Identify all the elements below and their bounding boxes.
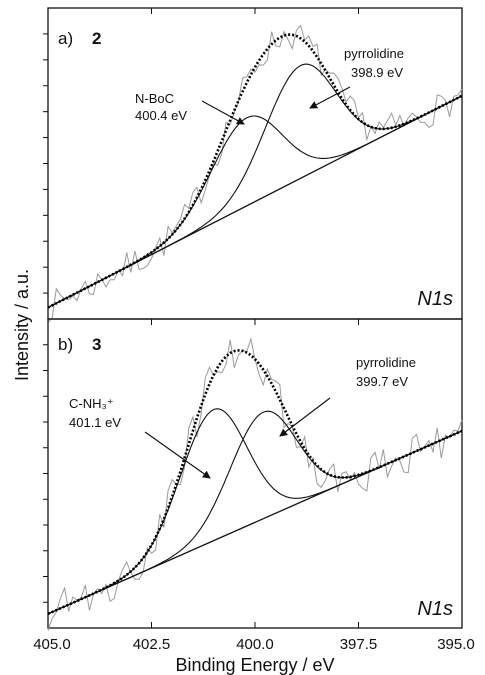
panel-b-number: 3 <box>92 335 101 354</box>
x-tick-label: 402.5 <box>133 636 171 653</box>
panel-b: b) 3 N1s C-NH₃⁺ 401.1 eV pyrrolidine 399… <box>43 318 463 631</box>
component-peak-1 <box>47 408 463 615</box>
panel-a-ann2-value: 398.9 eV <box>351 65 403 80</box>
panel-b-ann1-value: 401.1 eV <box>69 415 121 430</box>
x-tick-label: 405.0 <box>33 636 71 653</box>
component-peak-2 <box>47 410 463 615</box>
fit-envelope <box>47 33 463 309</box>
panel-a: a) 2 N1s N-BoC 400.4 eV pyrrolidine 398.… <box>43 7 463 323</box>
x-tick-label: 395.0 <box>437 636 475 653</box>
panel-a-letter: a) <box>58 29 73 48</box>
panel-a-ann1-value: 400.4 eV <box>135 108 187 123</box>
panel-b-ann2-name: pyrrolidine <box>356 355 416 370</box>
x-tick-label: 400.0 <box>236 636 274 653</box>
panel-b-ann1-name: C-NH₃⁺ <box>69 396 114 411</box>
x-tick-label: 397.5 <box>340 636 378 653</box>
panel-a-ann2-name: pyrrolidine <box>344 46 404 61</box>
panel-a-region: N1s <box>417 288 453 310</box>
panel-a-ann1-name: N-BoC <box>135 91 174 106</box>
fit-envelope <box>47 349 463 615</box>
panel-b-letter: b) <box>58 335 73 354</box>
y-axis-label: Intensity / a.u. <box>12 269 32 381</box>
x-axis-label: Binding Energy / eV <box>175 655 334 675</box>
panel-a-number: 2 <box>92 29 101 48</box>
panel-b-ann2-value: 399.7 eV <box>356 374 408 389</box>
panel-b-arrow-1 <box>144 431 211 479</box>
panel-a-arrow-1 <box>201 100 245 125</box>
panel-a-arrow-2 <box>309 86 351 109</box>
panel-b-arrow-2 <box>279 397 331 437</box>
panel-b-region: N1s <box>417 598 453 620</box>
component-peak-2 <box>47 63 463 308</box>
